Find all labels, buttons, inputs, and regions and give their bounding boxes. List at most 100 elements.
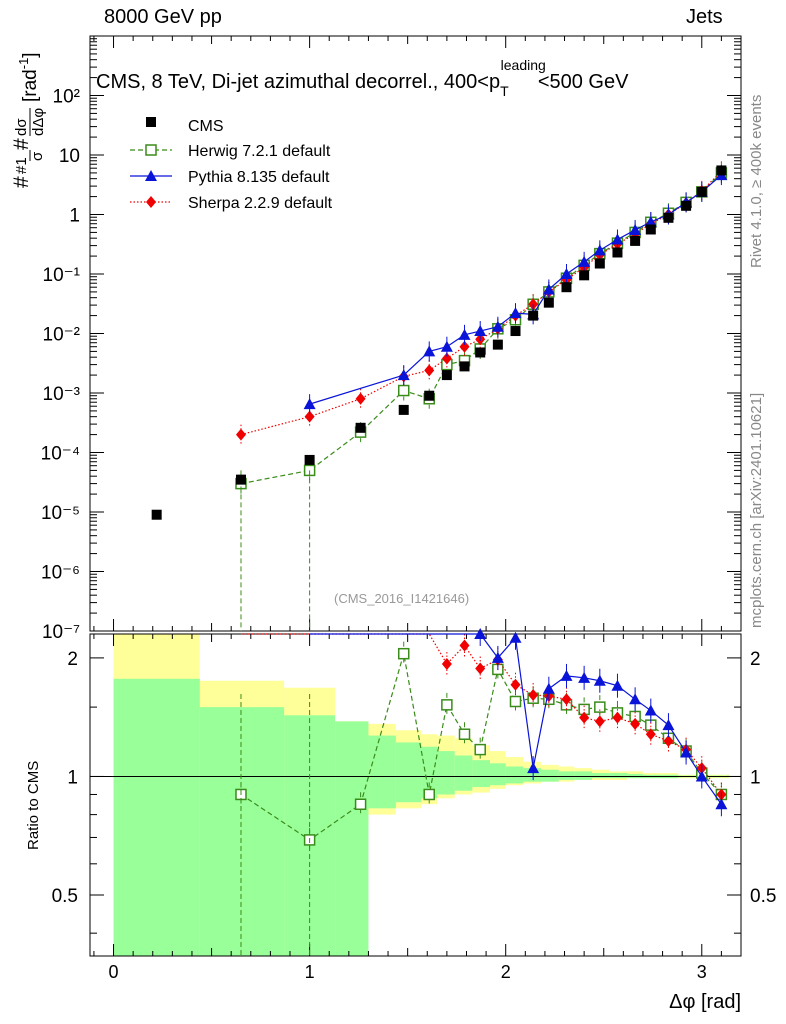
cms-point xyxy=(561,282,572,293)
ratio-tick-label-right: 2 xyxy=(750,649,761,670)
sherpa-point xyxy=(441,352,452,365)
pythia-ratio-point xyxy=(527,762,540,774)
pythia-point xyxy=(458,328,471,340)
herwig-ratio-point xyxy=(474,743,486,756)
sherpa-ratio-point xyxy=(475,662,486,675)
svg-text:dσ: dσ xyxy=(13,118,30,136)
band-inner xyxy=(591,773,610,779)
band-inner xyxy=(505,766,524,784)
sherpa-ratio-point xyxy=(594,715,605,728)
sherpa-point xyxy=(304,410,315,423)
y-tick-label: 1 xyxy=(69,206,80,227)
uncertainty-bands xyxy=(113,634,730,956)
pythia-point xyxy=(303,398,316,410)
sherpa-point xyxy=(424,364,435,377)
y-tick-label: 10⁻⁷ xyxy=(42,622,80,643)
axis-tick-labels: 0 1 2 3 10⁻⁷ 10⁻⁶ 10⁻⁵ 10⁻⁴ 10⁻³ 10⁻² 10⁻¹ 1 10 10² 0.… xyxy=(41,87,777,983)
pythia-ratio-point xyxy=(593,674,606,686)
cms-point xyxy=(235,474,246,485)
data-series xyxy=(151,161,728,956)
analysis-tag: (CMS_2016_I1421646) xyxy=(334,591,469,606)
sherpa-ratio-point xyxy=(561,693,572,706)
y-tick-label: 10 xyxy=(59,146,80,167)
pythia-ratio-point xyxy=(560,669,573,681)
cms-point xyxy=(510,326,521,337)
herwig-ratio-point xyxy=(441,699,453,711)
sherpa-ratio-point xyxy=(612,711,623,724)
pythia-ratio-point xyxy=(491,651,504,663)
pythia-point xyxy=(629,223,642,235)
herwig-ratio-point xyxy=(354,798,367,810)
y-axis-label: # #1 σ # dσ dΔφ [rad-1] xyxy=(10,52,47,188)
band-inner xyxy=(609,773,628,779)
pythia-point xyxy=(560,268,573,279)
band-inner xyxy=(472,760,491,788)
sherpa-ratio-point xyxy=(510,678,521,691)
band-inner xyxy=(199,707,285,956)
cms-point xyxy=(579,270,590,281)
legend-marker-pythia xyxy=(145,170,157,181)
pythia-ratio-point xyxy=(474,628,487,639)
pythia-point xyxy=(474,325,487,337)
sherpa-point xyxy=(235,428,246,441)
y-tick-label: 10² xyxy=(53,87,80,108)
cms-point xyxy=(355,422,366,433)
cms-point xyxy=(663,212,674,223)
pythia-ratio-line xyxy=(309,633,722,805)
y-tick-label: 10⁻¹ xyxy=(43,265,81,286)
cms-point xyxy=(475,347,486,358)
svg-text:#1: #1 xyxy=(13,157,30,174)
legend-marker-cms xyxy=(146,117,156,127)
pythia-ratio-point xyxy=(680,746,693,758)
herwig-ratio-point xyxy=(423,788,435,801)
cms-point xyxy=(645,224,656,235)
band-inner xyxy=(558,771,575,780)
herwig-ratio-point xyxy=(594,701,606,713)
pythia-point xyxy=(644,215,657,227)
x-tick-label: 0 xyxy=(109,962,119,982)
band-inner xyxy=(368,735,396,809)
band-inner xyxy=(421,746,438,799)
y-tick-label: 10⁻⁶ xyxy=(41,563,80,584)
cms-point xyxy=(681,200,692,211)
pythia-point xyxy=(397,369,410,381)
sherpa-point xyxy=(528,298,539,311)
pythia-point xyxy=(542,283,555,295)
pythia-ratio-point xyxy=(509,631,522,643)
pythia-point xyxy=(423,345,436,357)
sherpa-ratio-point xyxy=(459,639,470,652)
pythia-point xyxy=(491,320,504,332)
y-tick-label: 10⁻⁵ xyxy=(41,503,80,524)
pythia-ratio-point xyxy=(629,693,642,705)
pythia-point xyxy=(611,233,624,245)
sherpa-point xyxy=(355,392,366,405)
ratio-tick-label: 1 xyxy=(67,767,78,788)
herwig-ratio-point xyxy=(458,728,471,740)
sherpa-ratio-point xyxy=(441,657,452,670)
header-right-label: Jets xyxy=(686,6,723,28)
sherpa-ratio-point xyxy=(645,728,656,741)
pythia-ratio-point xyxy=(715,798,728,810)
herwig-ratio-line xyxy=(240,653,722,841)
band-inner xyxy=(574,771,592,780)
cms-point xyxy=(441,370,452,381)
legend-marker-herwig xyxy=(145,144,157,156)
svg-text:#: # xyxy=(10,176,33,188)
band-inner xyxy=(454,755,473,791)
cms-point xyxy=(594,258,605,269)
pythia-ratio-point xyxy=(695,770,708,782)
sherpa-ratio-point xyxy=(579,711,590,724)
x-tick-label: 2 xyxy=(501,962,511,982)
cms-point xyxy=(492,339,503,350)
header-left-label: 8000 GeV pp xyxy=(104,6,222,28)
ratio-y-axis-label: Ratio to CMS xyxy=(25,761,42,850)
y-tick-label: 10⁻⁴ xyxy=(41,444,80,465)
x-tick-label: 3 xyxy=(697,962,707,982)
y-tick-label: 10⁻² xyxy=(43,325,81,346)
band-inner xyxy=(395,742,422,803)
x-tick-label: 1 xyxy=(305,962,315,982)
herwig-point xyxy=(397,384,410,397)
cms-point xyxy=(696,186,707,197)
pythia-ratio-point xyxy=(542,682,555,694)
